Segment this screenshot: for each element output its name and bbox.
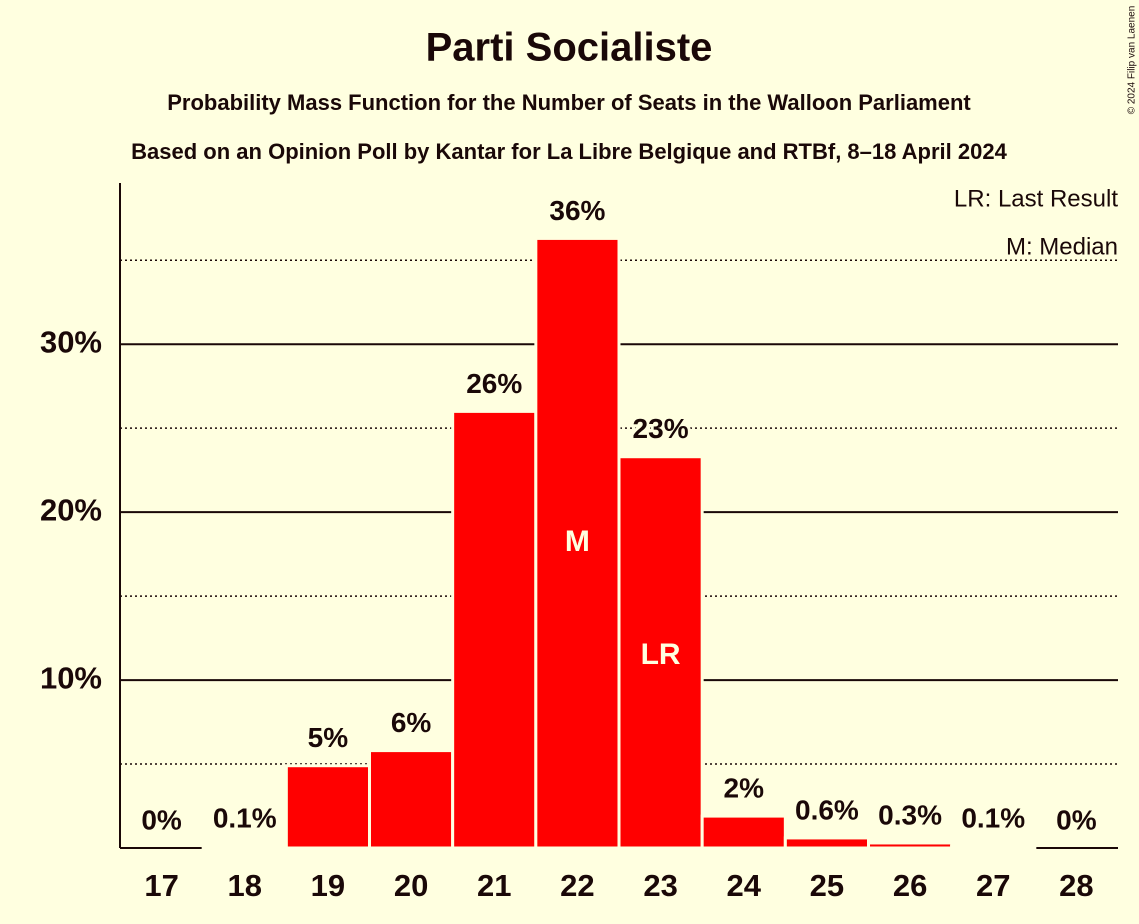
value-label: 36% — [549, 195, 605, 226]
bar — [284, 764, 372, 850]
legend-entry: LR: Last Result — [954, 185, 1118, 212]
x-tick-label: 26 — [893, 868, 927, 903]
x-tick-label: 22 — [560, 868, 594, 903]
value-label: 0% — [141, 804, 182, 835]
x-tick-label: 20 — [394, 868, 428, 903]
x-tick-label: 28 — [1059, 868, 1093, 903]
x-tick-label: 17 — [144, 868, 178, 903]
bar — [201, 844, 288, 850]
chart-subtitle: Probability Mass Function for the Number… — [167, 90, 971, 115]
value-label: 2% — [724, 772, 765, 803]
bar — [783, 836, 870, 850]
x-tick-label: 27 — [976, 868, 1010, 903]
x-tick-label: 24 — [727, 868, 762, 903]
y-tick-label: 10% — [40, 660, 102, 695]
value-label: 5% — [308, 722, 349, 753]
x-tick-label: 21 — [477, 868, 511, 903]
legend-entry: M: Median — [1006, 233, 1118, 260]
value-label: 0% — [1056, 804, 1097, 835]
value-label: 0.1% — [961, 803, 1025, 834]
bar-marker: LR — [641, 638, 681, 671]
value-label: 0.3% — [878, 799, 942, 830]
value-label: 0.1% — [213, 803, 277, 834]
copyright: © 2024 Filip van Laenen — [1127, 6, 1138, 115]
x-tick-label: 25 — [810, 868, 844, 903]
bar — [950, 844, 1037, 850]
bar — [700, 814, 787, 850]
bar — [368, 749, 455, 850]
value-label: 0.6% — [795, 794, 859, 825]
bar-marker: M — [565, 525, 590, 558]
chart-subtitle: Based on an Opinion Poll by Kantar for L… — [131, 139, 1007, 164]
value-label: 6% — [391, 707, 432, 738]
x-tick-label: 19 — [311, 868, 345, 903]
value-label: 26% — [466, 368, 522, 399]
x-tick-label: 23 — [643, 868, 677, 903]
value-label: 23% — [633, 413, 689, 444]
x-tick-label: 18 — [228, 868, 262, 903]
bar — [617, 455, 704, 850]
y-tick-label: 20% — [40, 492, 102, 527]
bar — [867, 841, 954, 850]
y-tick-label: 30% — [40, 324, 102, 359]
bar — [451, 409, 538, 850]
chart-title: Parti Socialiste — [426, 26, 713, 70]
